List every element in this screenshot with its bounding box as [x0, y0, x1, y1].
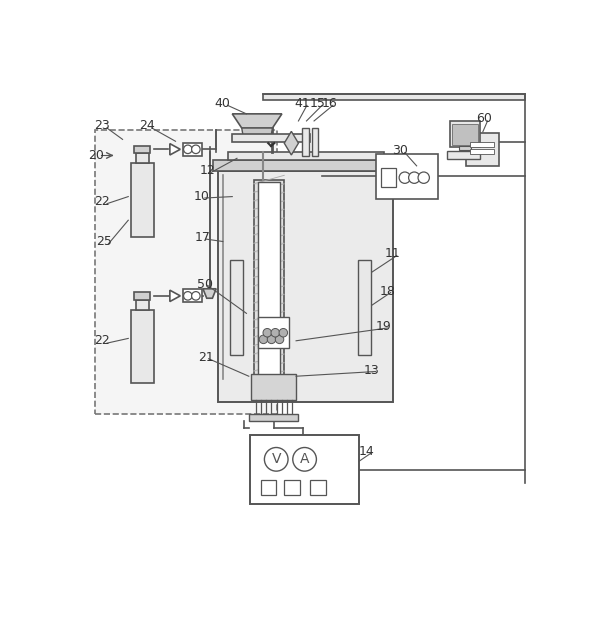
Polygon shape — [232, 114, 282, 128]
Polygon shape — [242, 128, 273, 141]
Text: 11: 11 — [385, 247, 401, 260]
Text: A: A — [300, 452, 309, 467]
Text: 40: 40 — [215, 97, 231, 110]
Text: V: V — [271, 452, 281, 467]
Bar — [131, 163, 154, 237]
Bar — [251, 374, 296, 400]
Bar — [447, 151, 481, 159]
Text: 41: 41 — [295, 97, 310, 110]
Bar — [232, 134, 310, 142]
Text: 24: 24 — [139, 119, 155, 132]
Bar — [284, 480, 300, 495]
Text: 15: 15 — [309, 97, 325, 110]
Bar — [214, 160, 398, 171]
Bar — [136, 153, 149, 163]
Bar — [182, 143, 201, 156]
Circle shape — [275, 335, 284, 344]
Text: 10: 10 — [193, 190, 209, 203]
Bar — [134, 292, 151, 300]
Text: 50: 50 — [197, 278, 213, 291]
Bar — [470, 142, 493, 147]
Text: 13: 13 — [364, 364, 379, 377]
Bar — [450, 121, 481, 147]
Text: 18: 18 — [379, 284, 395, 298]
Circle shape — [192, 145, 200, 154]
Bar — [254, 180, 284, 392]
Text: 21: 21 — [198, 351, 214, 364]
Bar — [134, 146, 151, 153]
Text: 20: 20 — [88, 149, 104, 162]
Bar — [230, 261, 243, 355]
Text: 19: 19 — [376, 320, 392, 333]
Bar — [228, 152, 384, 160]
Bar — [381, 168, 396, 187]
Circle shape — [279, 328, 287, 337]
Circle shape — [399, 172, 411, 183]
Circle shape — [184, 291, 192, 300]
Circle shape — [267, 335, 276, 344]
Bar — [310, 480, 326, 495]
Text: 14: 14 — [359, 445, 375, 458]
Circle shape — [263, 328, 271, 337]
Text: 16: 16 — [321, 97, 337, 110]
Bar — [249, 414, 298, 421]
Bar — [466, 133, 500, 166]
Bar — [182, 290, 201, 303]
Text: 22: 22 — [95, 195, 110, 208]
Polygon shape — [170, 144, 181, 155]
Polygon shape — [203, 289, 216, 298]
Text: 12: 12 — [200, 164, 215, 177]
Circle shape — [418, 172, 429, 183]
Text: 60: 60 — [476, 112, 492, 125]
Bar — [312, 128, 318, 156]
Text: 30: 30 — [392, 144, 408, 157]
Circle shape — [192, 291, 200, 300]
Bar — [250, 435, 359, 504]
Bar — [131, 310, 154, 383]
Circle shape — [293, 448, 317, 471]
Bar — [376, 154, 438, 199]
Bar — [218, 171, 393, 403]
Bar — [260, 480, 276, 495]
Circle shape — [259, 335, 268, 344]
Text: 23: 23 — [95, 119, 110, 132]
Bar — [258, 317, 289, 348]
Circle shape — [409, 172, 420, 183]
Text: 17: 17 — [195, 231, 211, 244]
Bar — [452, 124, 478, 144]
Polygon shape — [170, 290, 181, 301]
Circle shape — [184, 145, 192, 154]
Circle shape — [264, 448, 288, 471]
Bar — [136, 300, 149, 310]
Bar — [302, 128, 309, 156]
Bar — [459, 146, 471, 150]
Polygon shape — [284, 131, 298, 155]
Bar — [470, 149, 493, 154]
Circle shape — [271, 328, 279, 337]
Bar — [357, 261, 371, 355]
Bar — [95, 131, 277, 414]
Text: 22: 22 — [95, 334, 110, 347]
Text: 25: 25 — [96, 235, 112, 248]
Bar — [258, 182, 279, 388]
Bar — [263, 94, 525, 100]
